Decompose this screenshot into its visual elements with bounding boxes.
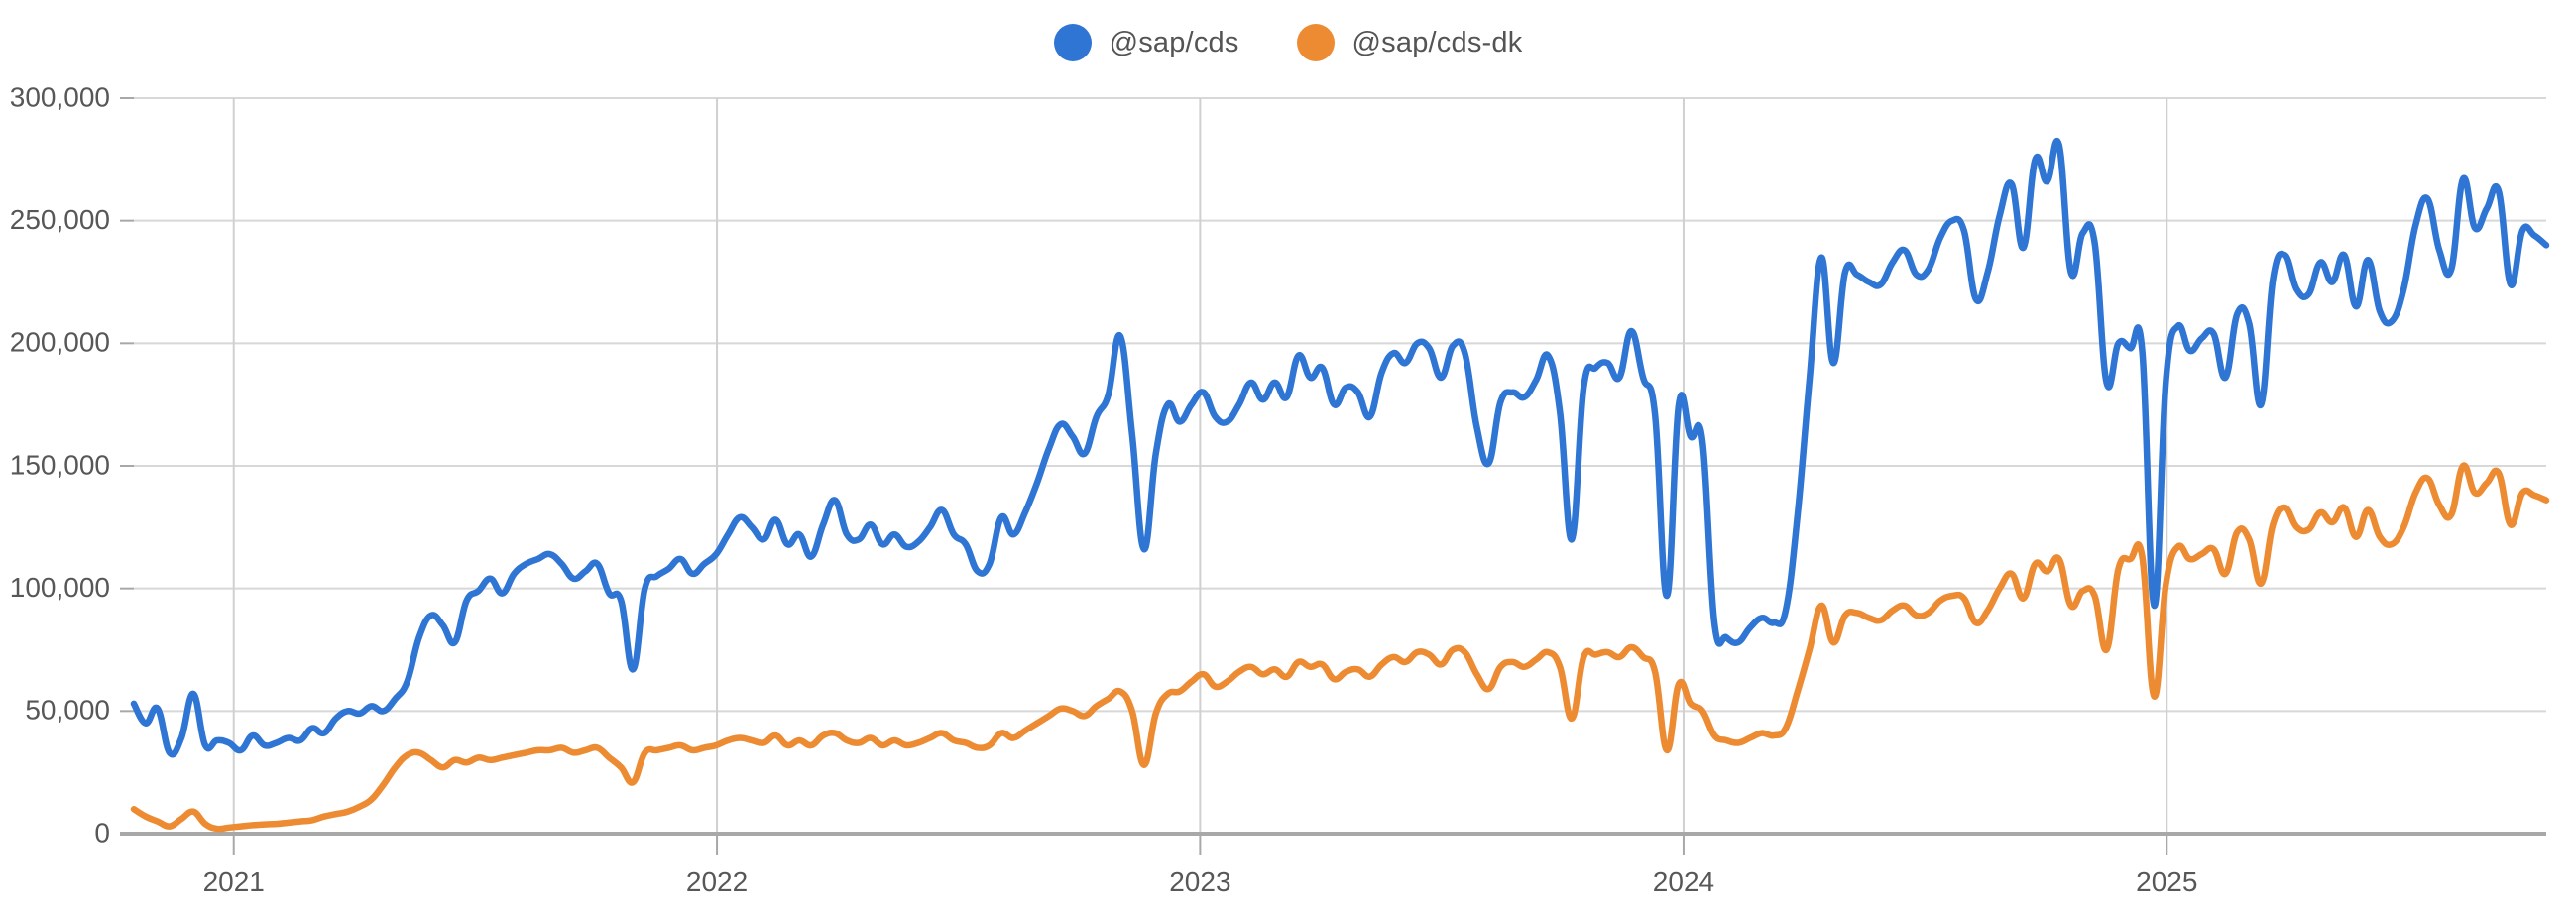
y-tick-label: 300,000 (10, 81, 110, 112)
series-line--sap-cds-dk[interactable] (130, 462, 2550, 833)
x-tick-label: 2022 (686, 866, 748, 897)
legend-item-sap-cds[interactable]: @sap/cds (1053, 24, 1239, 61)
x-tick-label: 2025 (2136, 866, 2197, 897)
y-tick-label: 0 (94, 817, 110, 847)
legend-item-sap-cds-dk[interactable]: @sap/cds-dk (1296, 24, 1523, 61)
series-layer (130, 138, 2550, 833)
series-line--sap-cds[interactable] (130, 138, 2550, 758)
y-tick-label: 250,000 (10, 204, 110, 235)
x-tick-label: 2023 (1169, 866, 1230, 897)
x-axis-labels: 2021 2022 2023 2024 2025 (203, 866, 2198, 897)
circle-swatch-icon (1053, 24, 1092, 61)
legend-label: @sap/cds-dk (1351, 26, 1523, 58)
x-tick-label: 2021 (203, 866, 265, 897)
x-tick-label: 2024 (1653, 866, 1714, 897)
circle-swatch-icon (1296, 24, 1335, 61)
y-tick-marks (120, 97, 134, 835)
y-tick-label: 150,000 (10, 449, 110, 480)
legend-label: @sap/cds (1109, 26, 1239, 58)
chart-legend: @sap/cds @sap/cds-dk (0, 0, 2576, 85)
y-axis-labels: 0 50,000 100,000 150,000 200,000 250,000 300,0… (10, 81, 110, 847)
y-tick-label: 100,000 (10, 572, 110, 603)
x-tick-marks (232, 834, 2168, 855)
vertical-gridlines (232, 98, 2168, 834)
y-tick-label: 200,000 (10, 327, 110, 358)
y-tick-label: 50,000 (25, 695, 110, 726)
